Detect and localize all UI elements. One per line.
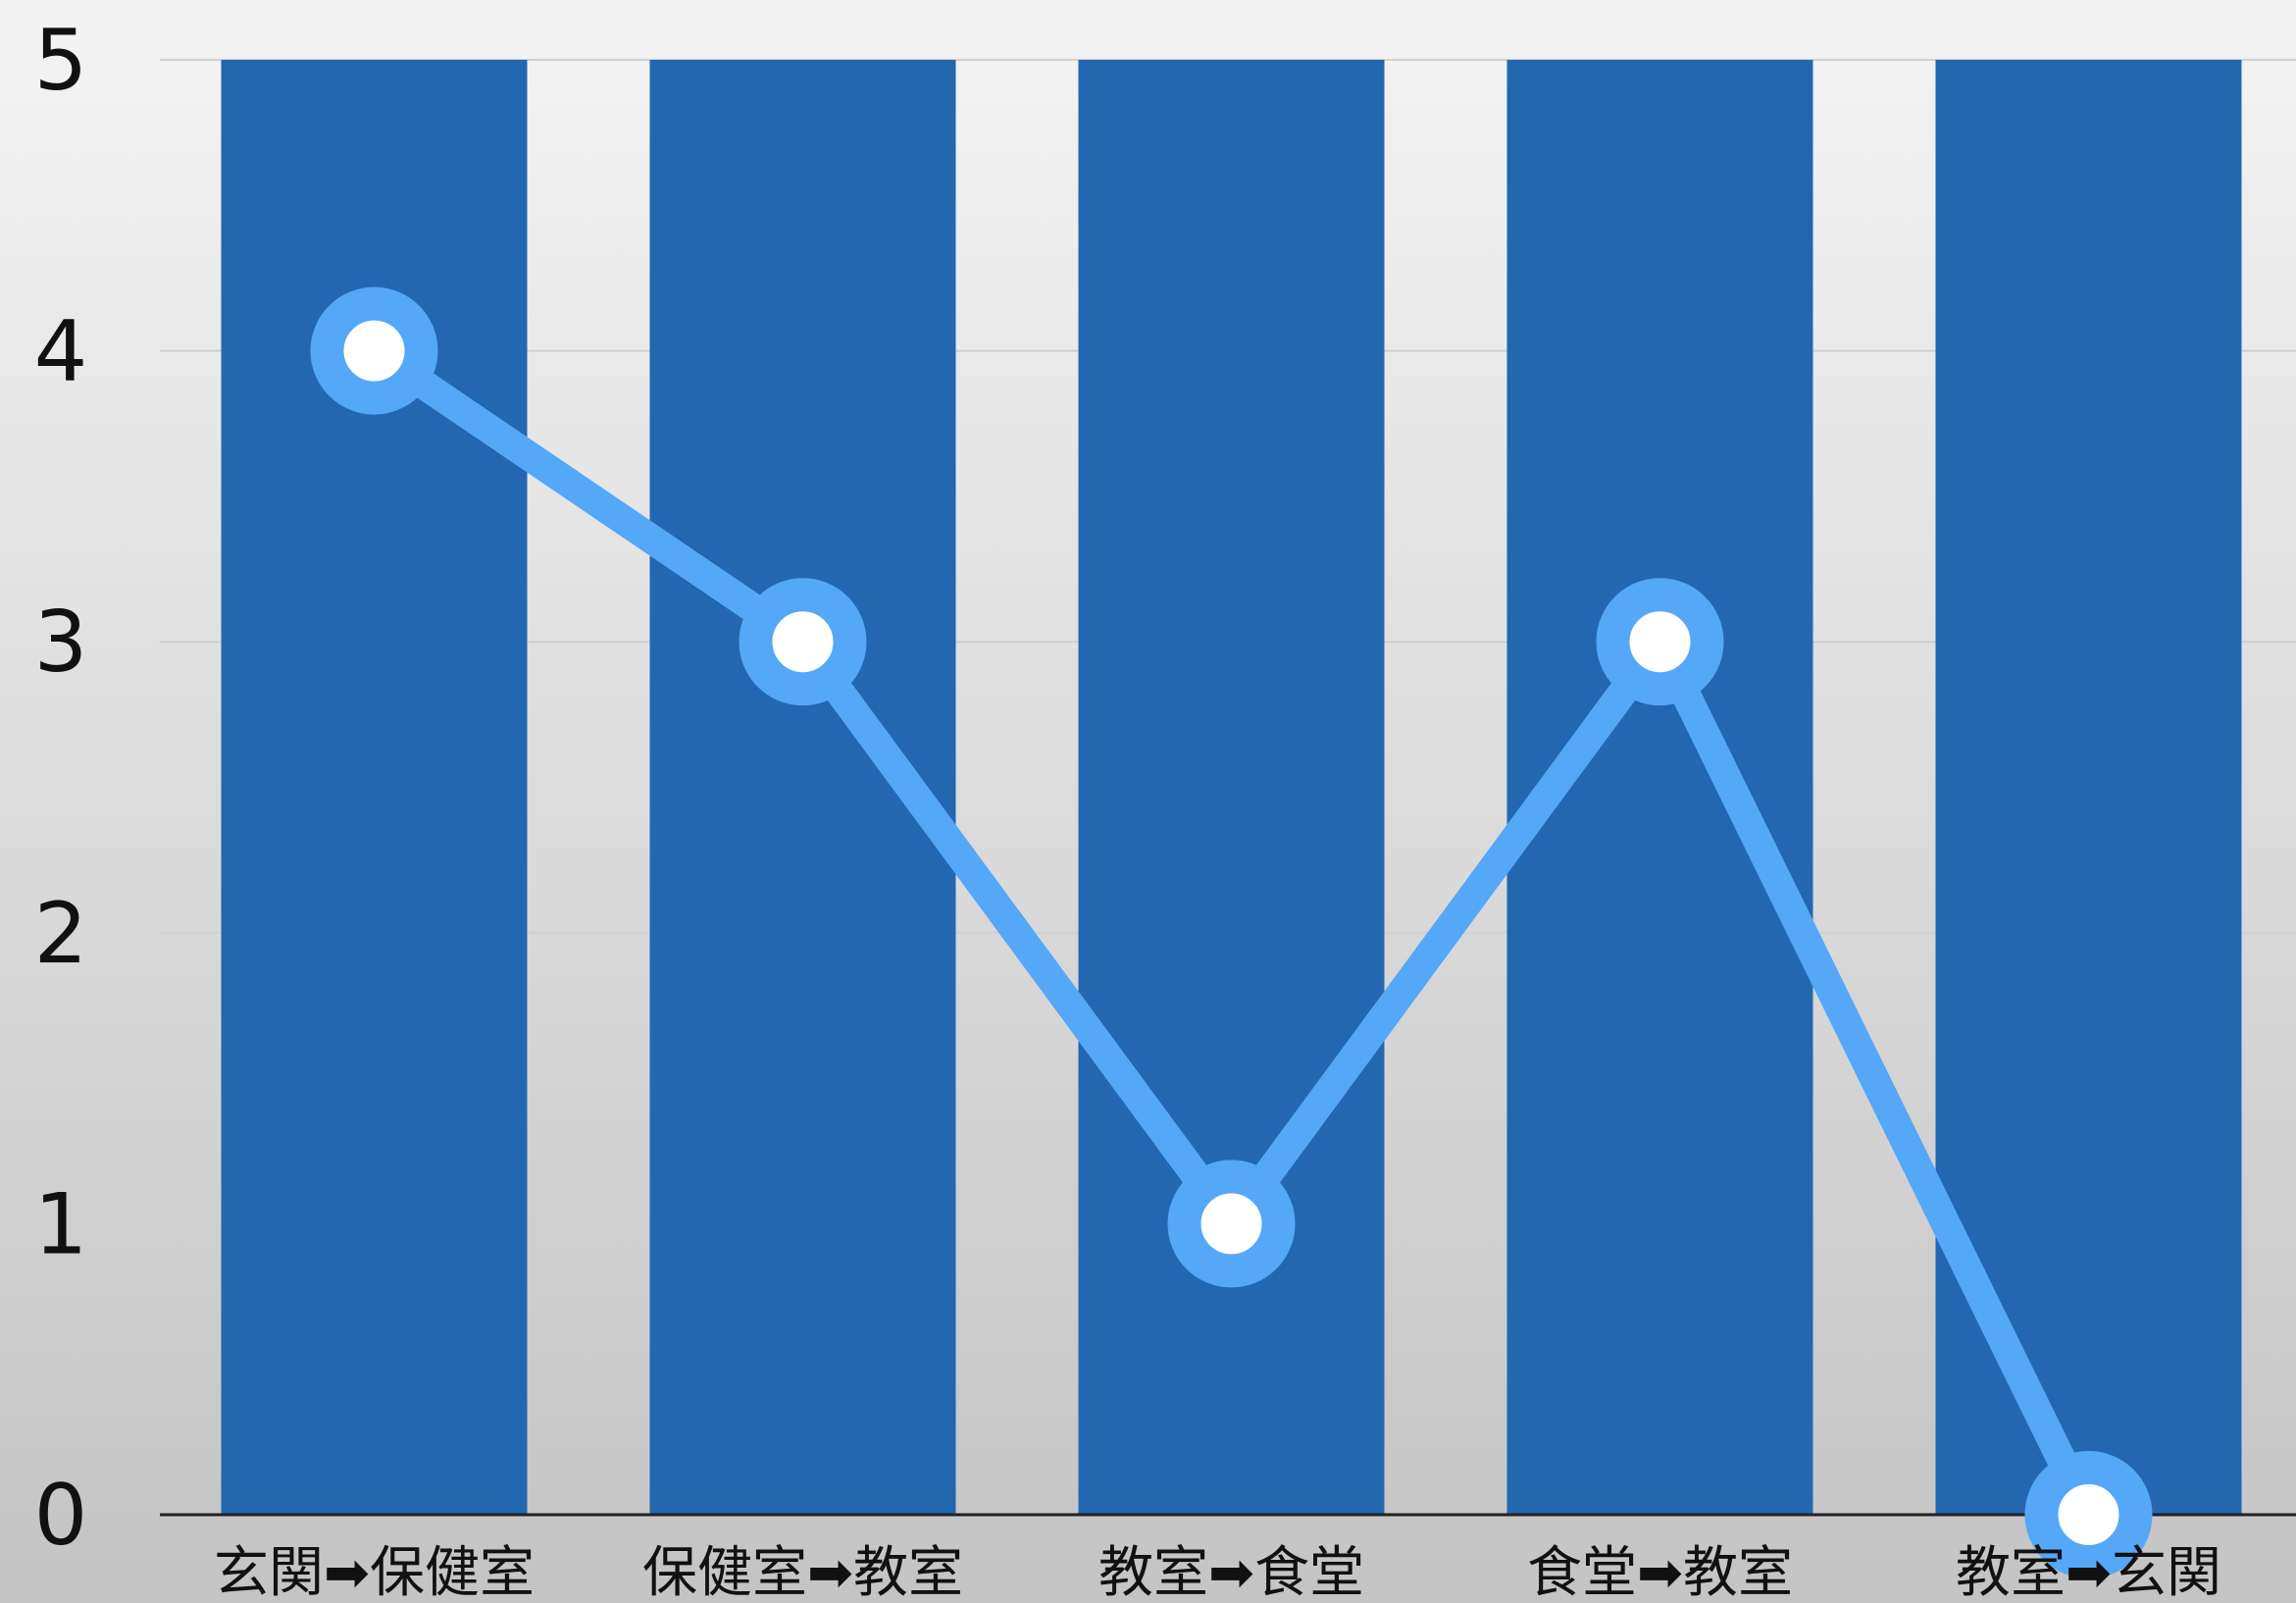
y-tick-label: 5 [34, 12, 88, 110]
tick-labels: 0 1 2 3 4 5 玄関➡保健室 保健室➡教室 教室➡食堂 食堂➡教室 教室➡玄関 [34, 12, 2221, 1603]
x-tick-label: 教室➡食堂 [1098, 1541, 1364, 1603]
y-tick-label: 0 [34, 1467, 88, 1565]
line-point [2024, 1451, 2153, 1578]
x-tick-label: 保健室➡教室 [642, 1541, 963, 1603]
bar [221, 60, 528, 1515]
line-point [739, 578, 867, 706]
bar [1078, 60, 1385, 1515]
bar [1935, 60, 2242, 1515]
y-tick-label: 3 [34, 594, 88, 692]
line-point [310, 286, 438, 415]
bar-series [221, 60, 2242, 1515]
line-point [1167, 1160, 1296, 1288]
line-series [310, 286, 2153, 1578]
x-tick-label: 教室➡玄関 [1956, 1541, 2221, 1603]
y-tick-label: 4 [34, 303, 88, 401]
y-tick-label: 2 [34, 885, 88, 983]
x-tick-label: 玄関➡保健室 [214, 1541, 535, 1603]
line-point [1596, 578, 1724, 706]
x-tick-label: 食堂➡教室 [1527, 1541, 1793, 1603]
y-tick-label: 1 [34, 1175, 88, 1273]
